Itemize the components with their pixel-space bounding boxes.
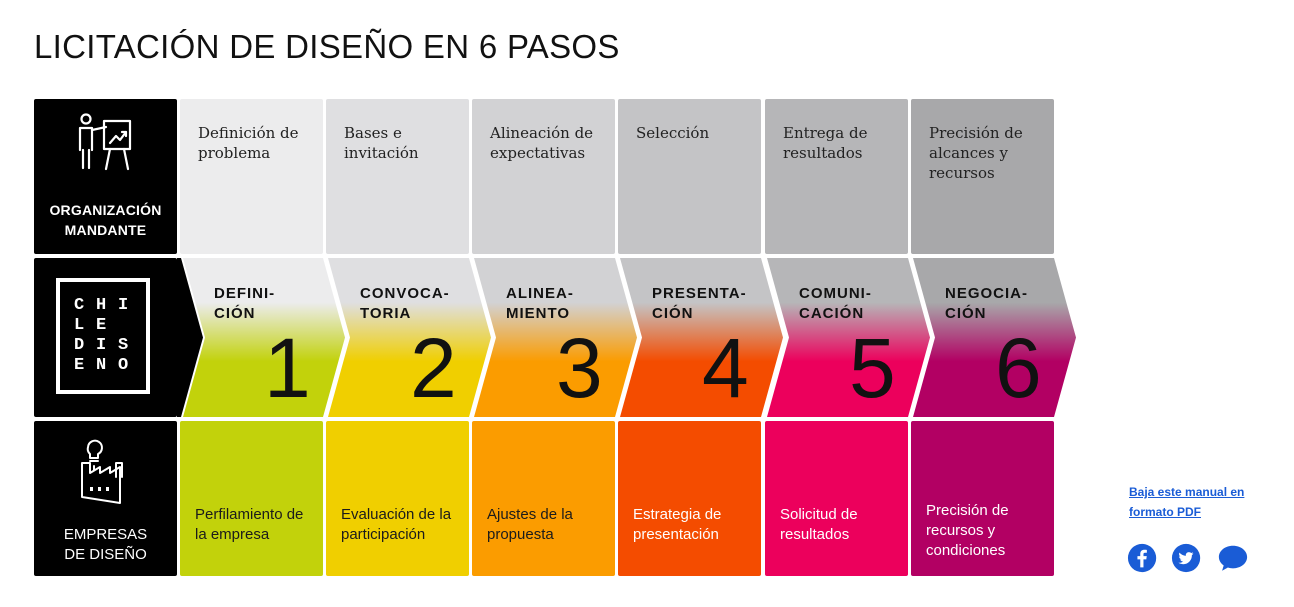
organizacion-step-text: Alineación de expectativas <box>490 124 594 162</box>
empresas-step-2: Evaluación de la participación <box>326 421 469 576</box>
step-label: DEFINI- CIÓN <box>214 285 276 322</box>
step-chevron-1 <box>183 258 345 417</box>
organizacion-step-text: Selección <box>636 124 710 142</box>
logo-letter: D <box>74 336 85 355</box>
step-chevron-3 <box>474 258 637 417</box>
step-chevron-2 <box>328 258 491 417</box>
empresas-step-text: Evaluación de la participación <box>341 506 452 543</box>
empresas-step-3: Ajustes de la propuesta <box>472 421 615 576</box>
logo-letter: C <box>74 296 85 315</box>
organizacion-step-text: Definición de problema <box>198 124 299 162</box>
logo-letter: L <box>74 316 85 335</box>
download-pdf-link[interactable]: Baja este manual en formato PDF <box>1129 485 1245 519</box>
logo-letter: E <box>74 356 85 375</box>
logo-letter: I <box>96 336 107 355</box>
organizacion-step-1: Definición de problema <box>180 99 323 254</box>
logo-letter: E <box>96 316 107 335</box>
step-number: 6 <box>995 321 1042 415</box>
empresas-step-6: Precisión de recursos y condiciones <box>911 421 1054 576</box>
empresas-de-diseno-label-box: EMPRESAS DE DISEÑO <box>34 421 177 576</box>
logo-letter: N <box>96 356 107 375</box>
page-title: LICITACIÓN DE DISEÑO EN 6 PASOS <box>34 28 620 65</box>
organizacion-step-text: Bases e invitación <box>344 124 419 162</box>
step-label: NEGOCIA- CIÓN <box>945 285 1028 322</box>
organizacion-step-6: Precisión de alcances y recursos <box>911 99 1054 254</box>
logo-letter: H <box>96 296 107 315</box>
organizacion-mandante-label-box: ORGANIZACIÓN MANDANTE <box>34 99 177 254</box>
step-label: ALINEA- MIENTO <box>506 285 574 322</box>
empresas-step-text: Ajustes de la propuesta <box>487 506 573 543</box>
step-chevron-5 <box>767 258 930 417</box>
empresas-step-1: Perfilamiento de la empresa <box>180 421 323 576</box>
empresas-step-5: Solicitud de resultados <box>765 421 908 576</box>
step-chevron-4 <box>620 258 783 417</box>
empresas-step-4: Estrategia de presentación <box>618 421 761 576</box>
organizacion-step-4: Selección <box>618 99 761 254</box>
step-number: 3 <box>556 321 603 415</box>
logo-letter: S <box>118 336 129 355</box>
empresas-de-diseno-label: EMPRESAS DE DISEÑO <box>63 526 148 563</box>
organizacion-mandante-label: ORGANIZACIÓN MANDANTE <box>49 202 162 238</box>
organizacion-step-3: Alineación de expectativas <box>472 99 615 254</box>
organizacion-step-2: Bases e invitación <box>326 99 469 254</box>
presenter-icon <box>78 113 132 171</box>
empresas-step-text: Estrategia de presentación <box>633 506 722 543</box>
step-number: 4 <box>702 321 749 415</box>
empresas-step-text: Precisión de recursos y condiciones <box>926 502 1009 559</box>
step-number: 1 <box>264 321 311 415</box>
logo-arrow-tip <box>177 258 203 417</box>
organizacion-step-text: Precisión de alcances y recursos <box>929 124 1023 182</box>
lightbulb-factory-icon <box>81 439 123 504</box>
organizacion-step-text: Entrega de resultados <box>783 124 868 162</box>
step-label: CONVOCA- TORIA <box>360 285 450 322</box>
empresas-step-text: Perfilamiento de la empresa <box>195 506 304 543</box>
step-label: PRESENTA- CIÓN <box>652 285 747 322</box>
organizacion-step-5: Entrega de resultados <box>765 99 908 254</box>
facebook-icon[interactable] <box>1127 542 1159 574</box>
step-number: 2 <box>410 321 457 415</box>
empresas-step-text: Solicitud de resultados <box>780 506 858 543</box>
logo-letter: O <box>118 356 129 375</box>
step-chevron-6 <box>913 258 1076 417</box>
step-label: COMUNI- CACIÓN <box>799 285 872 322</box>
logo-letter: I <box>118 296 129 315</box>
step-number: 5 <box>849 321 896 415</box>
twitter-icon[interactable] <box>1171 542 1203 574</box>
chat-icon[interactable] <box>1217 542 1249 574</box>
